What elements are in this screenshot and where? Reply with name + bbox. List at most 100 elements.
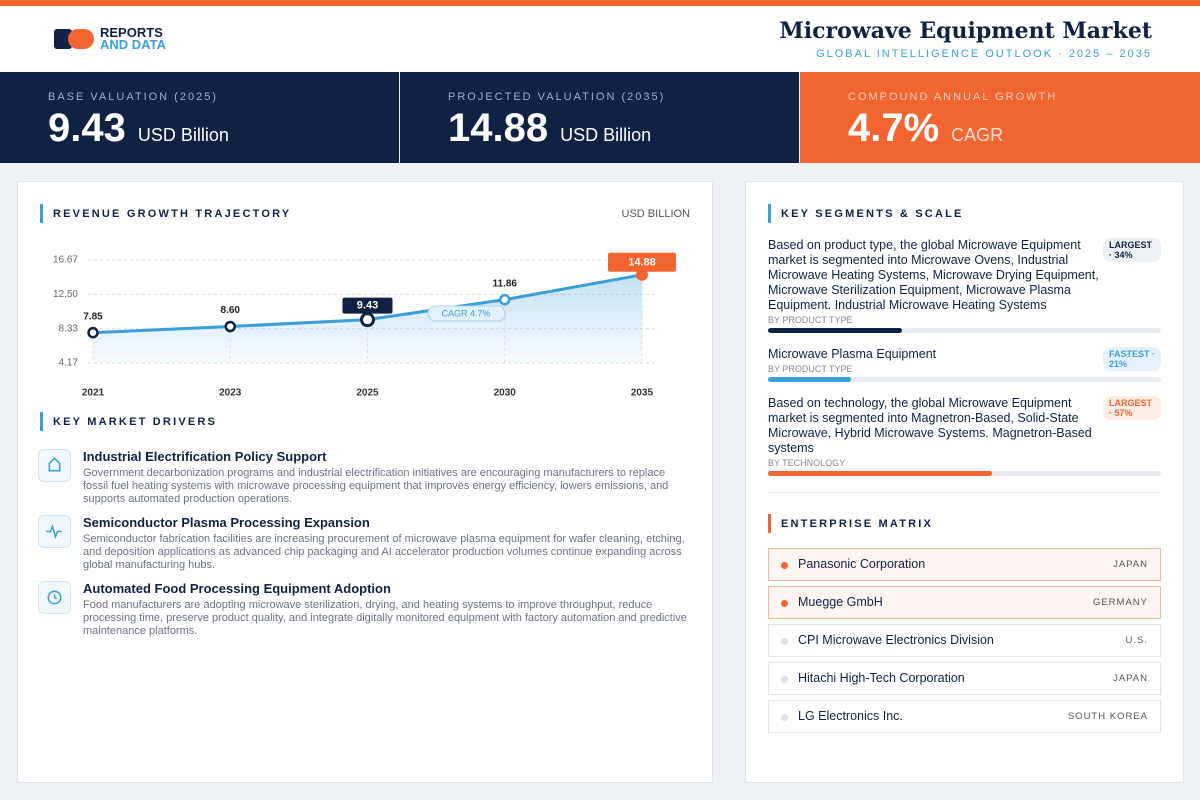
section-accent (40, 204, 43, 223)
driver-icon (38, 515, 71, 548)
driver-title: Industrial Electrification Policy Suppor… (83, 449, 327, 464)
kpi-panel (800, 72, 1200, 163)
company-dot (781, 562, 788, 569)
value-label: 8.60 (221, 305, 241, 316)
company-country: JAPAN (1113, 673, 1148, 684)
segment-text: Based on product type, the global Microw… (768, 238, 1099, 312)
segment-track (768, 471, 1161, 476)
company-name: CPI Microwave Electronics Division (798, 633, 994, 647)
icon (48, 457, 61, 472)
company-dot (781, 600, 788, 607)
icon (47, 590, 62, 605)
driver-icon (38, 449, 71, 482)
kpi-panel (400, 72, 799, 163)
y-tick-label: 4.17 (59, 358, 79, 369)
kpi-panel (0, 72, 399, 163)
company-row (768, 700, 1161, 733)
segment-category: BY TECHNOLOGY (768, 458, 846, 468)
company-dot (781, 638, 788, 645)
section-title: ENTERPRISE MATRIX (781, 518, 934, 530)
value-label: 9.43 (357, 300, 378, 312)
company-country: GERMANY (1092, 597, 1148, 608)
driver-text: Government decarbonization programs and … (83, 467, 669, 505)
y-tick-label: 8.33 (59, 323, 79, 334)
driver-title: Semiconductor Plasma Processing Expansio… (83, 515, 370, 530)
segment: Microwave Plasma Equipment FASTEST · 21% B… (768, 347, 1161, 382)
value-box (608, 252, 676, 272)
kpi-value: 9.43 (48, 106, 126, 150)
x-tick-label: 2025 (356, 388, 379, 399)
icon (46, 523, 62, 540)
kpi-row: 14.88 USD Billion (448, 106, 651, 151)
x-tick-label: 2030 (494, 388, 517, 399)
value-label: 14.88 (628, 257, 656, 269)
segment: Based on product type, the global Microw… (768, 238, 1161, 333)
value-label: 7.85 (83, 311, 103, 322)
divider (768, 492, 1161, 493)
segment-text: Based on technology, the global Microwav… (768, 396, 1092, 455)
section-accent (768, 514, 771, 533)
section-title: REVENUE GROWTH TRAJECTORY (53, 208, 292, 220)
section-accent (768, 204, 771, 223)
company-row (768, 548, 1161, 581)
segment-bar (768, 377, 851, 382)
segment-badge: FASTEST · 21% (1103, 347, 1161, 371)
top-strip (0, 0, 1200, 6)
logo-bottom: AND DATA (100, 37, 166, 52)
driver-text: Food manufacturers are adopting microwav… (83, 599, 687, 637)
company-country: JAPAN (1113, 559, 1148, 570)
segment-badge: LARGEST · 34% (1103, 238, 1161, 262)
segment-category: BY PRODUCT TYPE (768, 364, 853, 374)
y-tick-label: 16.67 (53, 255, 78, 266)
company-name: Hitachi High-Tech Corporation (798, 671, 965, 685)
segment-category: BY PRODUCT TYPE (768, 315, 853, 325)
unit-label: USD BILLION (621, 208, 690, 220)
segment-bar (768, 471, 992, 476)
value-box (342, 297, 393, 314)
logo-top: REPORTS (100, 25, 163, 40)
x-tick-label: 2035 (631, 388, 654, 399)
annotation-pill (427, 305, 506, 322)
kpi-label: BASE VALUATION (2025) (48, 91, 218, 103)
left-card (17, 181, 713, 783)
segment: Based on technology, the global Microwav… (768, 396, 1161, 476)
segment-badge: LARGEST · 57% (1103, 396, 1161, 420)
section-title: KEY SEGMENTS & SCALE (781, 208, 964, 220)
point (224, 320, 236, 333)
company-dot (781, 714, 788, 721)
company-row (768, 662, 1161, 695)
company-dot (781, 676, 788, 683)
kpi-unit: CAGR (951, 125, 1004, 145)
driver-text: Semiconductor fabrication facilities are… (83, 533, 685, 571)
kpi-label: PROJECTED VALUATION (2035) (448, 91, 666, 103)
company-name: Panasonic Corporation (798, 557, 926, 571)
value-label: 11.86 (493, 278, 518, 289)
segment-track (768, 377, 1161, 382)
subtitle: GLOBAL INTELLIGENCE OUTLOOK · 2025 – 203… (816, 48, 1152, 60)
kpi-row: 9.43 USD Billion (48, 106, 229, 151)
logo-mark (54, 29, 94, 49)
x-tick-label: 2023 (219, 388, 242, 399)
section-title: KEY MARKET DRIVERS (53, 416, 218, 428)
company-country: SOUTH KOREA (1067, 711, 1148, 722)
company-row (768, 586, 1161, 619)
annotation: CAGR 4.7% (441, 308, 490, 318)
company-country: U.S. (1125, 635, 1148, 646)
header (0, 6, 1200, 72)
kpi-row: 4.7% CAGR (848, 106, 1003, 151)
kpi-unit: USD Billion (560, 125, 652, 145)
section-accent (40, 412, 43, 431)
driver-icon (38, 581, 71, 614)
kpi-value: 14.88 (448, 106, 549, 150)
x-tick-label: 2021 (82, 388, 105, 399)
company-name: Muegge GmbH (798, 595, 883, 609)
chart: 4.17 8.33 12.50 16.67 2021 2023 2025 2030 2035 CA… (53, 252, 676, 399)
driver-title: Automated Food Processing Equipment Adop… (83, 581, 391, 596)
company-name: LG Electronics Inc. (798, 709, 903, 723)
segment-track (768, 328, 1161, 333)
logo-text: REPORTS AND DATA (100, 25, 166, 52)
point (499, 293, 511, 306)
company-row (768, 624, 1161, 657)
title: Microwave Equipment Market (779, 18, 1152, 44)
